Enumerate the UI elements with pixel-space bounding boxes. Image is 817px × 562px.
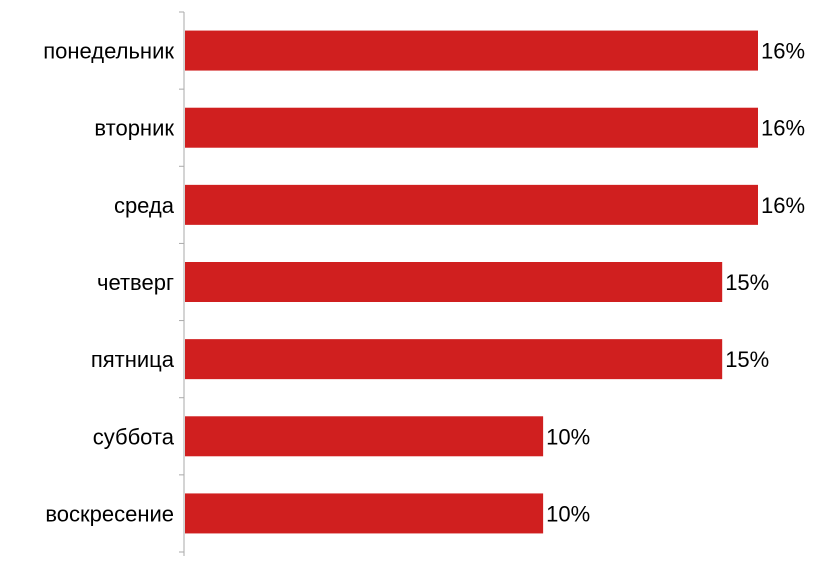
bar-3 [185,184,758,225]
category-label: среда [114,193,175,218]
category-label: понедельник [43,39,174,64]
axis-layer [179,11,185,556]
data-label: 10% [546,424,590,449]
category-label: пятница [91,347,175,372]
data-label: 10% [546,501,590,526]
category-label: четверг [97,270,174,295]
data-label: 16% [761,193,805,218]
data-label: 15% [725,347,769,372]
bar-2 [185,107,758,148]
bar-6 [185,416,544,457]
bar-1 [185,30,758,71]
data-label: 15% [725,270,769,295]
category-label: воскресение [45,501,174,526]
labels-layer: понедельник 16% вторник 16% среда 16% четверг 1… [43,39,805,527]
bars-layer [185,30,758,534]
data-label: 16% [761,39,805,64]
data-label: 16% [761,116,805,141]
bar-5 [185,339,723,380]
bar-4 [185,262,723,302]
bar-7 [185,493,544,534]
category-label: вторник [94,116,174,141]
category-label: суббота [93,424,175,449]
